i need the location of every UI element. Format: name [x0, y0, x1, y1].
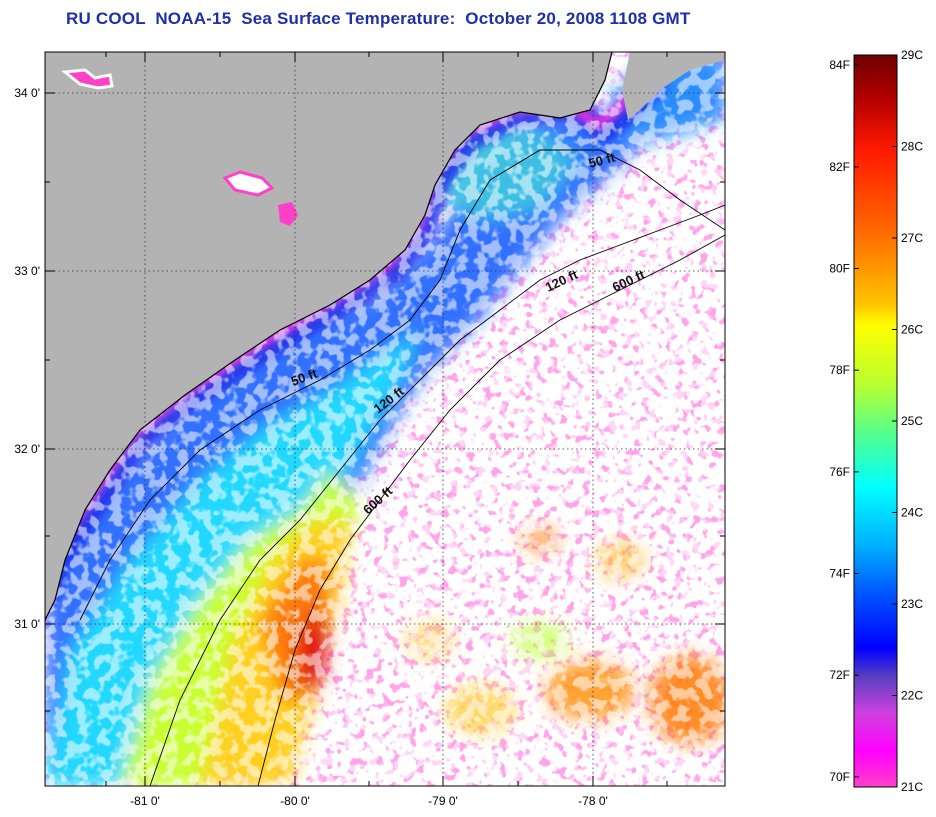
- contour-120ft: [149, 204, 725, 786]
- colorbar-label-celsius: 23C: [901, 597, 923, 611]
- map-frame: [44, 51, 726, 787]
- lat-label-34: 34 0': [14, 86, 40, 100]
- lon-label-81: -81 0': [130, 794, 160, 808]
- colorbar-label-fahrenheit: 76F: [829, 465, 850, 479]
- graticule: [45, 52, 725, 786]
- lat-label-33: 33 0': [14, 264, 40, 278]
- colorbar-label-celsius: 22C: [901, 689, 923, 703]
- colorbar-label-fahrenheit: 74F: [829, 567, 850, 581]
- colorbar-label-fahrenheit: 84F: [829, 58, 850, 72]
- axis-ticks: [45, 52, 725, 786]
- colorbar-gradient: [853, 54, 898, 788]
- contour-label-50ft: 50 ft: [587, 149, 617, 171]
- colorbar-label-celsius: 21C: [901, 780, 923, 794]
- colorbar-label-fahrenheit: 82F: [829, 160, 850, 174]
- land: [45, 52, 612, 620]
- colorbar-ticks: 29C 28C 27C 26C 25C 24C 23C 22C 21C 84F 82F 80F 78F 7…: [829, 48, 923, 794]
- land-northeast: [622, 52, 725, 120]
- lon-label-79: -79 0': [428, 794, 458, 808]
- coastline: [45, 52, 613, 621]
- colorbar-label-celsius: 25C: [901, 414, 923, 428]
- inland-lake: [222, 170, 275, 197]
- lat-label-32: 32 0': [14, 442, 40, 456]
- colorbar-label-celsius: 28C: [901, 140, 923, 154]
- inland-lake: [61, 68, 114, 90]
- colorbar-label-celsius: 26C: [901, 323, 923, 337]
- lon-label-80: -80 0': [280, 794, 310, 808]
- colorbar-label-celsius: 27C: [901, 231, 923, 245]
- colorbar-label-celsius: 24C: [901, 506, 923, 520]
- map-title: RU COOL NOAA-15 Sea Surface Temperature:…: [66, 9, 691, 28]
- colorbar-label-fahrenheit: 78F: [829, 363, 850, 377]
- colorbar-label-fahrenheit: 70F: [829, 770, 850, 784]
- colorbar-label-celsius: 29C: [901, 48, 923, 62]
- contour-50ft: [79, 149, 725, 621]
- contour-600ft: [257, 234, 725, 786]
- lon-label-78: -78 0': [578, 794, 608, 808]
- lat-label-31: 31 0': [14, 617, 40, 631]
- colorbar-label-fahrenheit: 80F: [829, 262, 850, 276]
- colorbar-label-fahrenheit: 72F: [829, 668, 850, 682]
- inland-lake: [278, 202, 298, 226]
